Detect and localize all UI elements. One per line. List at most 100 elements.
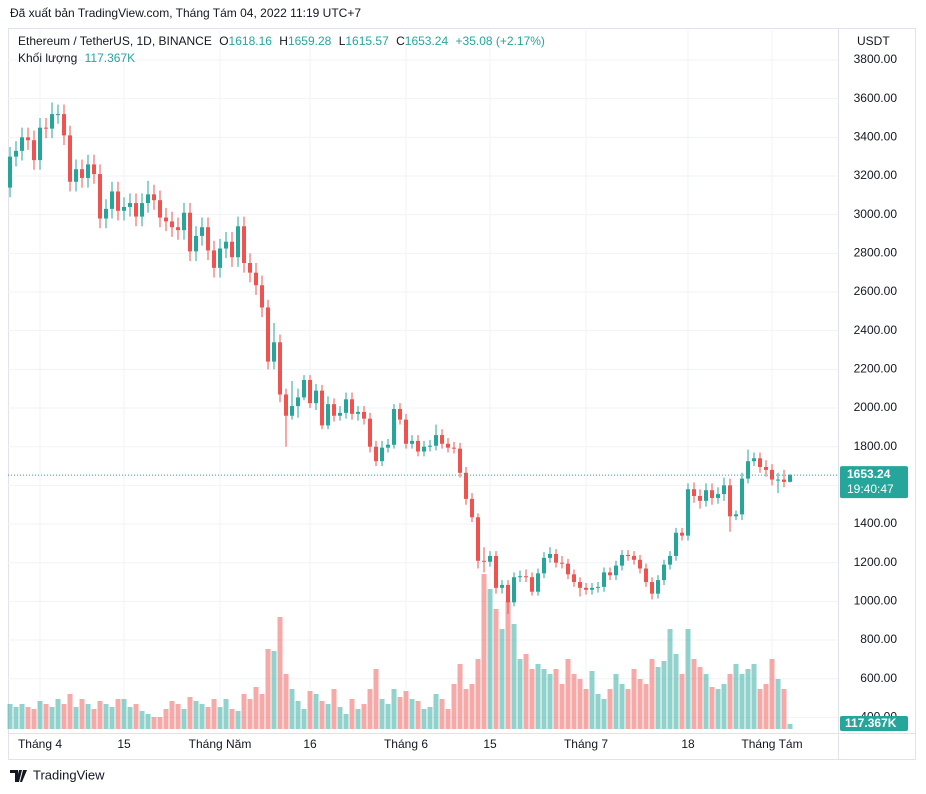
candle-body <box>86 164 90 178</box>
candle-body <box>752 458 756 462</box>
volume-bar <box>289 689 295 729</box>
volume-bar <box>277 617 283 729</box>
candle-body <box>650 582 654 594</box>
candle-body <box>20 137 24 151</box>
candle-body <box>716 494 720 498</box>
volume-bar <box>73 707 79 729</box>
volume-bar <box>577 679 583 729</box>
y-tick-label: 3000.00 <box>854 207 898 221</box>
candle-body <box>368 418 372 447</box>
volume-bar <box>403 691 409 729</box>
candle-body <box>692 489 696 496</box>
x-tick-label: 15 <box>117 737 131 751</box>
volume-bar <box>451 684 457 729</box>
candle-body <box>140 203 144 217</box>
candle-body <box>422 446 426 452</box>
volume-bar <box>697 667 703 729</box>
volume-bar <box>205 707 211 729</box>
candle-body <box>602 572 606 587</box>
candle-body <box>464 472 468 499</box>
volume-bar <box>559 684 565 729</box>
last-price-label: 1653.24 <box>847 467 891 481</box>
x-tick-label: 18 <box>681 737 695 751</box>
volume-bar <box>481 574 487 729</box>
candle-body <box>50 114 54 129</box>
volume-bar <box>385 704 391 729</box>
volume-bar <box>571 674 577 729</box>
candle-body <box>182 212 186 231</box>
volume-bar <box>349 699 355 729</box>
candle-body <box>356 411 360 414</box>
x-tick-label: Tháng 7 <box>564 737 608 751</box>
y-tick-label: 1800.00 <box>854 439 898 453</box>
volume-bar <box>457 664 463 729</box>
symbol-title: Ethereum / TetherUS, 1D, BINANCE <box>18 34 212 48</box>
volume-bar <box>325 704 331 729</box>
candle-body <box>98 174 102 219</box>
candle-body <box>278 342 282 395</box>
change-label: +35.08 (+2.17%) <box>456 34 545 48</box>
volume-bar <box>409 699 415 729</box>
x-tick-label: Tháng 6 <box>384 737 428 751</box>
candle-body <box>158 200 162 218</box>
candle-body <box>788 475 792 482</box>
candle-body <box>170 221 174 228</box>
candle-body <box>68 135 72 182</box>
y-tick-label: 3800.00 <box>854 52 898 66</box>
y-tick-label: 1200.00 <box>854 555 898 569</box>
candle-body <box>416 440 420 452</box>
candle-body <box>404 419 408 444</box>
volume-bar <box>397 697 403 729</box>
volume-bar <box>139 711 145 729</box>
volume-bar <box>541 669 547 729</box>
volume-bar <box>283 674 289 729</box>
candle-body <box>38 127 42 161</box>
candle-body <box>398 408 402 420</box>
candle-body <box>608 572 612 576</box>
candle-body <box>674 532 678 556</box>
candle-body <box>230 241 234 258</box>
volume-bar <box>103 704 109 729</box>
candle-body <box>590 587 594 590</box>
candle-body <box>428 445 432 447</box>
candle-body <box>290 406 294 416</box>
volume-bar <box>373 669 379 729</box>
volume-bar <box>673 654 679 729</box>
candle-body <box>374 446 378 462</box>
volume-bar <box>295 701 301 729</box>
volume-bar <box>751 664 757 729</box>
x-tick-label: Tháng Tám <box>741 737 802 751</box>
candle-body <box>338 412 342 416</box>
volume-bar <box>757 689 763 729</box>
volume-bar <box>37 701 43 729</box>
candle-body <box>446 443 450 448</box>
candle-body <box>578 582 582 588</box>
candle-body <box>272 342 276 362</box>
candle-body <box>146 194 150 204</box>
volume-bar <box>175 704 181 729</box>
volume-bar <box>667 629 673 729</box>
y-tick-label: 2600.00 <box>854 284 898 298</box>
volume-bar <box>775 679 781 729</box>
y-tick-label: 600.00 <box>860 671 897 685</box>
volume-bar <box>253 687 259 729</box>
volume-bar <box>595 694 601 729</box>
candle-body <box>386 444 390 448</box>
volume-bar <box>247 699 253 729</box>
candle-body <box>710 490 714 498</box>
candle-body <box>332 404 336 416</box>
candle-body <box>470 498 474 518</box>
y-tick-label: 2800.00 <box>854 246 898 260</box>
candle-body <box>770 469 774 480</box>
candle-body <box>620 554 624 566</box>
volume-bar <box>115 699 121 729</box>
candle-body <box>584 587 588 590</box>
volume-bar <box>229 709 235 729</box>
chart-frame <box>8 28 916 760</box>
candle-body <box>434 435 438 446</box>
volume-bar <box>691 659 697 729</box>
candle-body <box>212 250 216 268</box>
volume-bar <box>769 659 775 729</box>
candle-body <box>122 206 126 211</box>
